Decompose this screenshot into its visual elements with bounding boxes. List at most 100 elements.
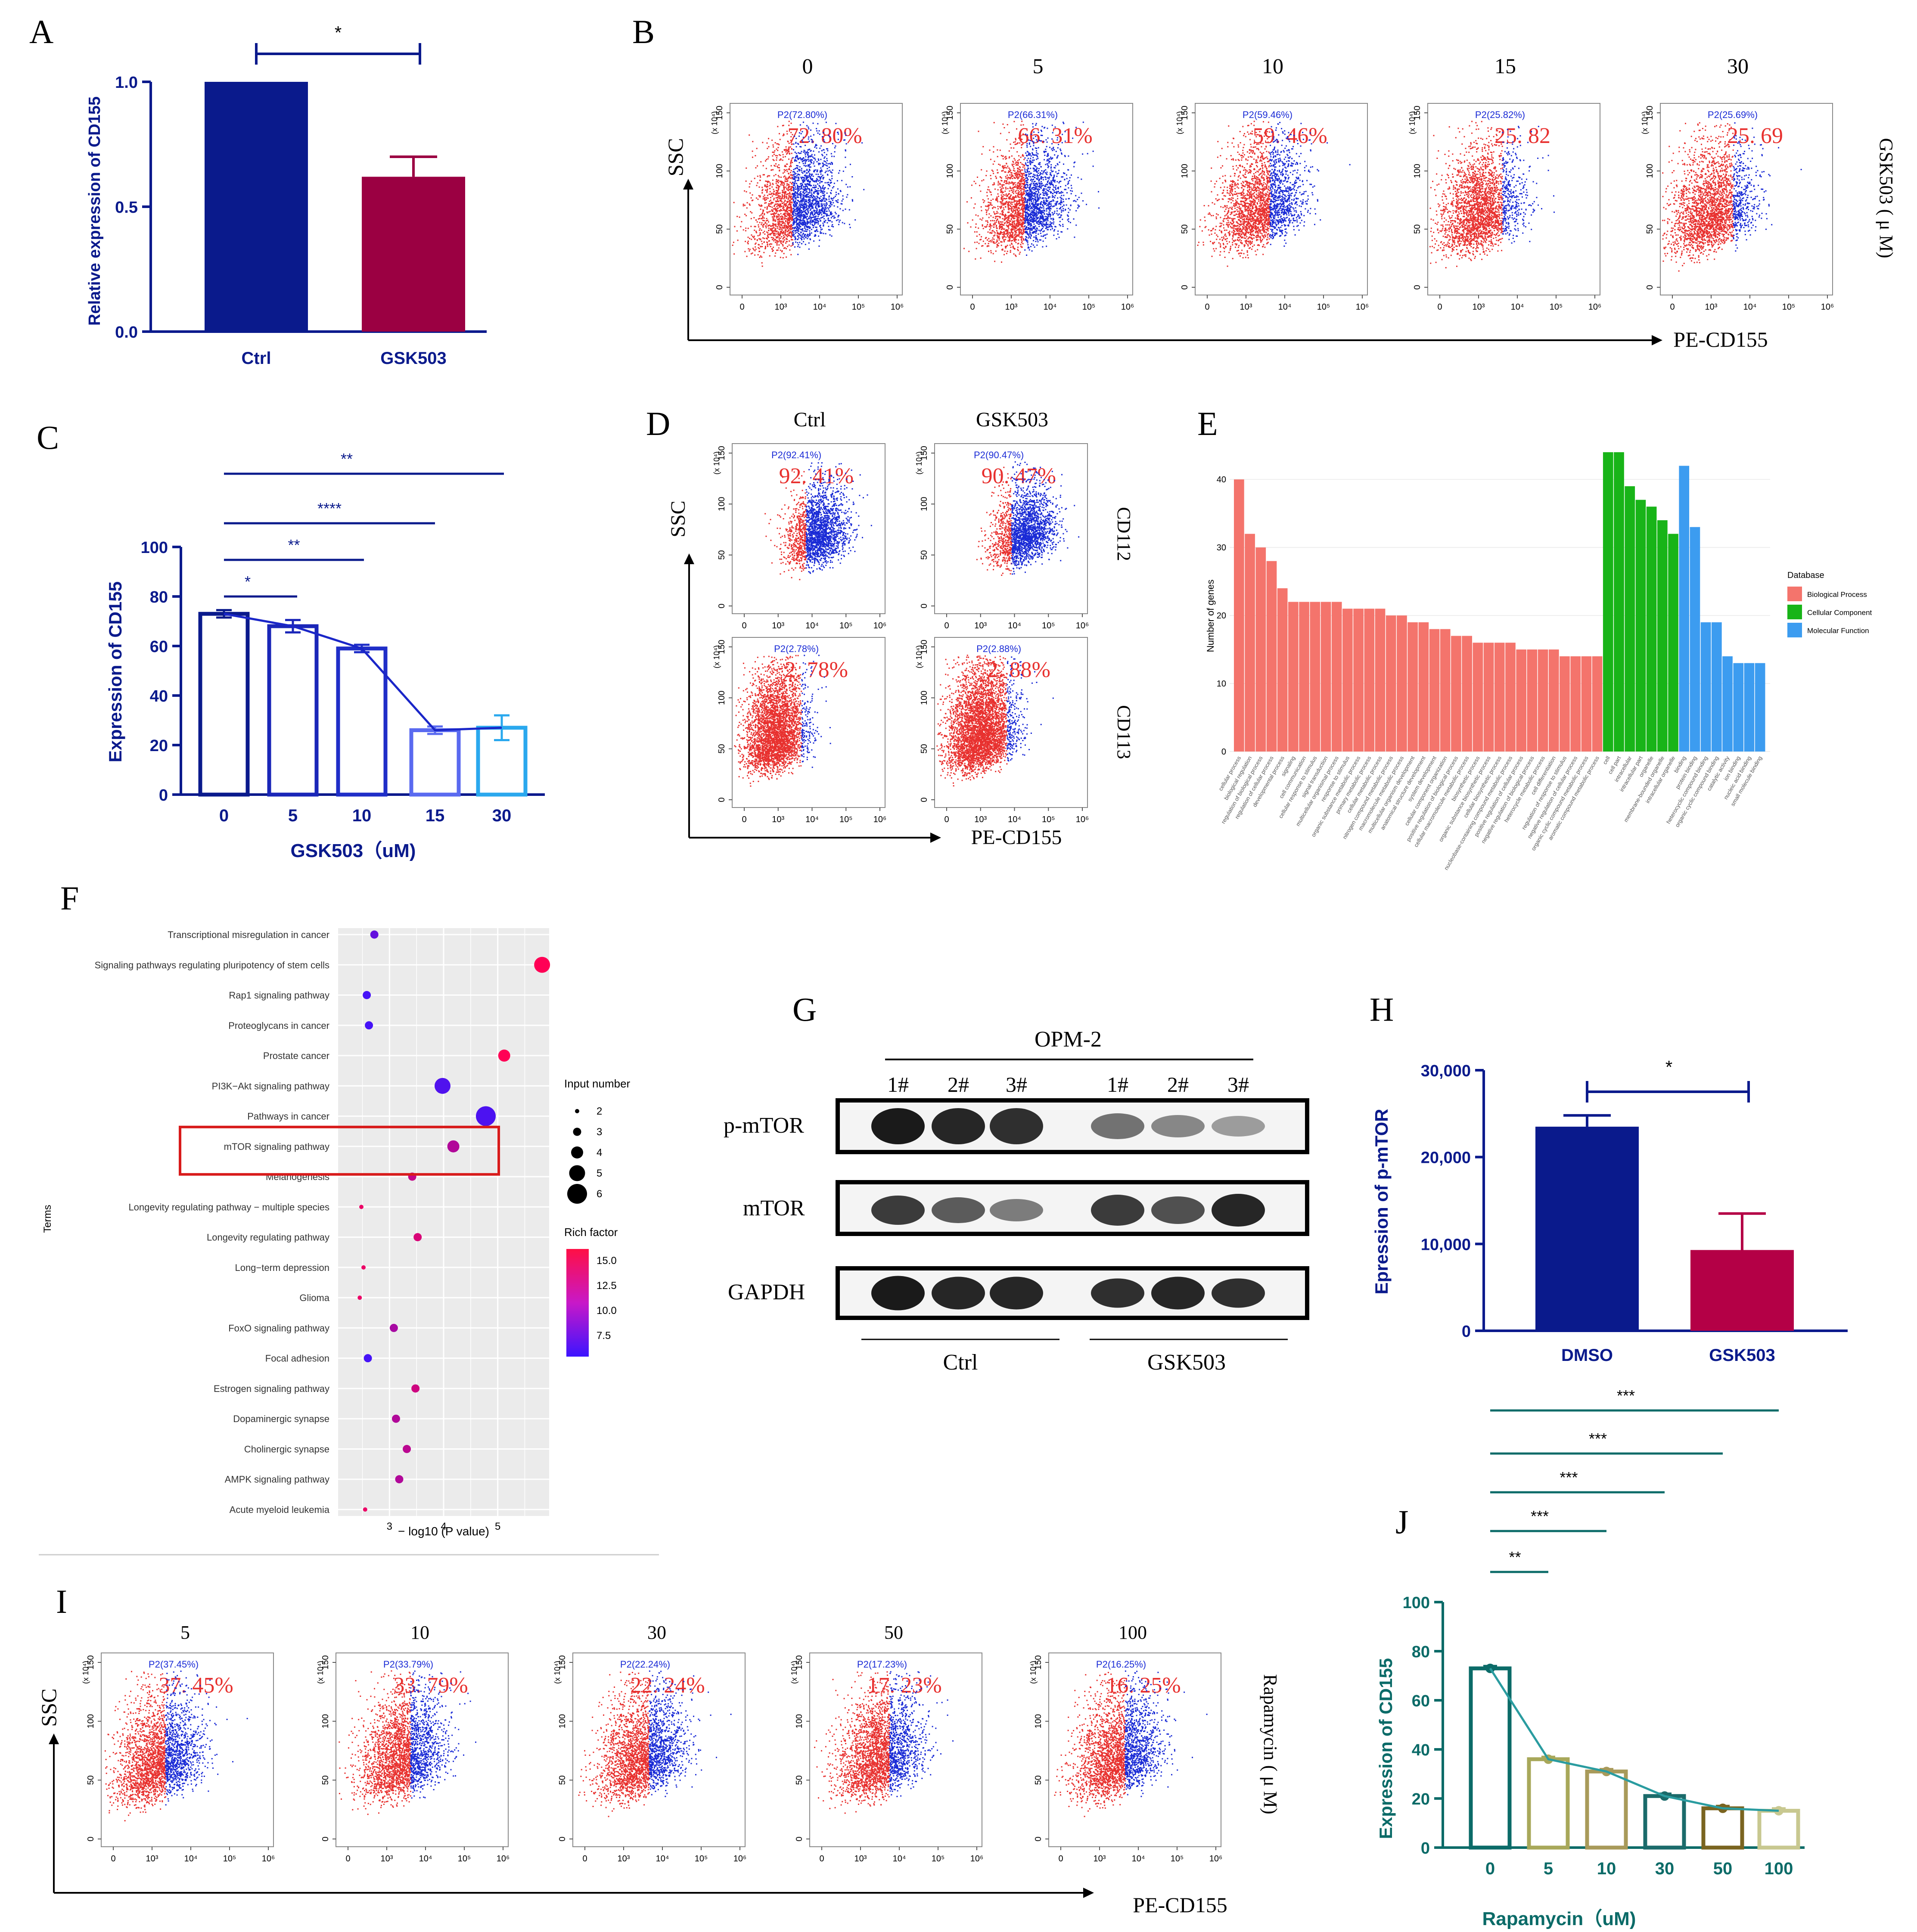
- panel-h-bar-dmso: [1535, 1127, 1639, 1331]
- flow-ytick-label: 150: [920, 446, 929, 460]
- panel-h-bar-chart: Epression of p-mTOR 0 10,000 20,000 30,000 D…: [1371, 1057, 1848, 1365]
- panel-e-bar: [1527, 649, 1538, 752]
- panel-f-highlight-box: [179, 1125, 500, 1176]
- panel-g-band: [1091, 1195, 1144, 1226]
- panel-i-yaxis-label: SSC: [37, 1689, 61, 1727]
- panel-f-size-legend-label: 4: [597, 1147, 602, 1159]
- flow-negative-events: [936, 655, 1008, 787]
- panel-f-dot: [391, 1414, 400, 1423]
- panel-f-dot: [361, 1265, 366, 1270]
- flow-negative-events: [1054, 1672, 1126, 1817]
- panel-h-ytick-label: 0: [1462, 1323, 1471, 1341]
- flow-xtick-label: 10⁴: [1743, 302, 1757, 312]
- flow-ytick-label: 100: [920, 691, 929, 705]
- panel-c-bar-chart: Expression of CD155 0 20 40 60 80 100 0 5 10 15 30…: [105, 450, 545, 861]
- flow-ytick-label: 50: [321, 1775, 330, 1785]
- panel-j-xtick-label: 0: [1485, 1859, 1495, 1878]
- panel-f-term-label: Long−term depression: [235, 1262, 329, 1273]
- panel-f-color-title: Rich factor: [564, 1226, 618, 1239]
- flow-positive-events: [805, 462, 872, 574]
- flow-xtick-label: 10⁶: [733, 1854, 746, 1864]
- flow-ytick-label: 100: [717, 497, 727, 511]
- flow-ytick-label: 150: [1034, 1655, 1043, 1669]
- panel-f-term-label: Focal adhesion: [265, 1353, 329, 1364]
- panel-e-bar: [1375, 609, 1386, 752]
- panel-i-y-arrowhead: [49, 1733, 59, 1744]
- panel-f-xtick-label: 5: [495, 1521, 500, 1532]
- panel-e-bar: [1570, 656, 1581, 752]
- panel-g-group-title: OPM-2: [1035, 1027, 1102, 1052]
- panel-e-bar: [1614, 452, 1624, 752]
- flow-ytick-label: 150: [1180, 106, 1190, 120]
- panel-g-row-gapdh: GAPDH: [728, 1280, 805, 1305]
- panel-letter-i: I: [56, 1583, 67, 1620]
- panel-e-bar: [1635, 500, 1646, 752]
- flow-ytick-label: 0: [945, 285, 955, 289]
- flow-ytick-label: 0: [86, 1836, 96, 1841]
- panel-g-lane-label: 3#: [1227, 1072, 1249, 1096]
- panel-c-xlabel: GSK503（uM): [291, 840, 416, 861]
- panel-j-xtick-label: 30: [1655, 1859, 1675, 1878]
- flow-xtick-label: 0: [345, 1854, 350, 1864]
- panel-i-side-label: Rapamycin ( μ M): [1260, 1674, 1281, 1814]
- flow-gate-label: P2(2.88%): [976, 643, 1021, 654]
- panel-a-sig-star: *: [335, 22, 342, 43]
- panel-g-band: [1151, 1115, 1205, 1137]
- panel-e-legend-swatch-mf: [1787, 623, 1802, 637]
- panel-g-band: [1212, 1116, 1265, 1137]
- panel-e-bar: [1646, 506, 1657, 752]
- panel-c-bar: [409, 728, 461, 797]
- flow-negative-events: [339, 1670, 411, 1815]
- panel-e-bar: [1494, 643, 1505, 752]
- panel-f-dot: [363, 991, 371, 1000]
- flow-xtick-label: 10³: [1705, 302, 1718, 312]
- panel-g-row-pmtor: p-mTOR: [724, 1113, 804, 1138]
- panel-a-xlabel-gsk503: GSK503: [380, 349, 446, 368]
- panel-letter-d: D: [646, 405, 670, 442]
- flow-gate-label: P2(25.69%): [1708, 109, 1758, 120]
- panel-b-x-arrowhead: [1652, 335, 1662, 345]
- panel-h-xtick-label: DMSO: [1561, 1346, 1613, 1365]
- flow-xtick-label: 10⁶: [891, 302, 904, 312]
- flow-negative-events: [764, 471, 807, 581]
- panel-i-condition-label: 50: [884, 1622, 903, 1643]
- flow-percent-label: 16. 25%: [1106, 1673, 1181, 1698]
- panel-f-term-label: Rap1 signaling pathway: [229, 990, 329, 1001]
- flow-ytick-label: 150: [1413, 106, 1422, 120]
- flow-xtick-label: 10⁶: [970, 1854, 983, 1864]
- panel-g-band: [1151, 1277, 1205, 1310]
- panel-e-bar: [1473, 643, 1483, 752]
- panel-f-size-legend-label: 3: [597, 1126, 602, 1138]
- panel-d-x-arrowhead: [930, 832, 941, 843]
- panel-a-bar-gsk503: [362, 177, 465, 332]
- panel-i-condition-label: 30: [647, 1622, 666, 1643]
- panel-e-bar: [1255, 547, 1266, 752]
- panel-e-bar: [1320, 602, 1331, 752]
- panel-c-ytick-label: 60: [150, 638, 168, 656]
- flow-scale-label: (x 10⁴): [81, 1661, 90, 1684]
- flow-positive-events: [801, 655, 831, 768]
- panel-e-bar: [1668, 534, 1678, 752]
- flow-positive-events: [1011, 461, 1080, 575]
- flow-xtick-label: 10³: [146, 1854, 158, 1864]
- flow-xtick-label: 10⁶: [1356, 302, 1369, 312]
- panel-f-term-label: Cholinergic synapse: [244, 1444, 329, 1454]
- panel-j-xtick-label: 5: [1544, 1859, 1553, 1878]
- flow-ytick-label: 100: [558, 1714, 567, 1728]
- flow-xtick-label: 10⁴: [1132, 1854, 1145, 1864]
- flow-ytick-label: 50: [86, 1775, 96, 1785]
- flow-ytick-label: 0: [1034, 1836, 1043, 1841]
- panel-a-ylabel: Relative expression of CD155: [86, 96, 104, 326]
- flow-ytick-label: 150: [945, 106, 955, 120]
- panel-j-ytick-label: 60: [1412, 1692, 1430, 1710]
- panel-b-condition-label: 5: [1033, 54, 1044, 78]
- panel-e-bar: [1679, 466, 1690, 752]
- panel-b-xaxis-label: PE-CD155: [1673, 327, 1768, 351]
- flow-xtick-label: 0: [111, 1854, 115, 1864]
- panel-e-legend-title: Database: [1787, 571, 1824, 580]
- flow-xtick-label: 0: [819, 1854, 824, 1864]
- panel-f-term-label: Acute myeloid leukemia: [230, 1504, 330, 1515]
- flow-plot-frame: [1048, 1652, 1221, 1847]
